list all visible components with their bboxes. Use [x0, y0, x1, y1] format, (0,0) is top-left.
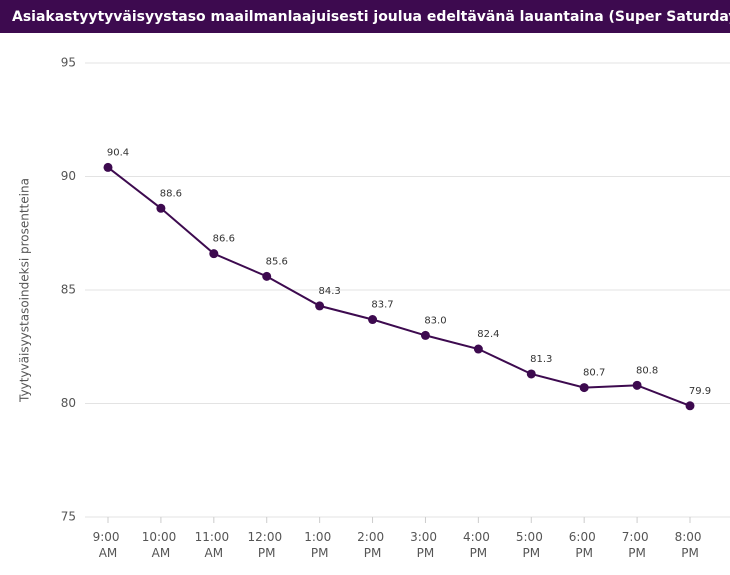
y-tick-label: 95	[61, 56, 76, 70]
x-tick-label: 8:00 PM	[675, 530, 706, 560]
x-tick-label: 1:00 PM	[304, 530, 335, 560]
value-label: 86.6	[213, 234, 235, 245]
title-bar	[0, 0, 730, 33]
value-label: 82.4	[477, 329, 499, 340]
point	[315, 301, 325, 311]
x-tick-label: 6:00 PM	[569, 530, 600, 560]
value-label: 85.6	[266, 256, 288, 267]
value-label: 79.9	[689, 386, 711, 397]
point	[103, 162, 113, 172]
x-tick-label: 9:00 AM	[93, 530, 124, 560]
x-tick-label: 10:00 AM	[142, 530, 180, 560]
x-tick-label: 3:00 PM	[410, 530, 441, 560]
point	[685, 401, 695, 411]
value-label: 90.4	[107, 147, 129, 158]
point	[579, 383, 589, 393]
chart-title: Asiakastyytyväisyystaso maailmanlaajuise…	[12, 9, 730, 25]
x-tick-label: 7:00 PM	[622, 530, 653, 560]
point	[262, 271, 272, 281]
value-label: 80.8	[636, 365, 658, 376]
value-label: 88.6	[160, 188, 182, 199]
y-tick-label: 80	[61, 396, 76, 410]
point	[526, 369, 536, 379]
value-label: 83.0	[424, 315, 446, 326]
value-label: 83.7	[371, 300, 393, 311]
x-tick-label: 5:00 PM	[516, 530, 547, 560]
value-label: 84.3	[319, 286, 341, 297]
line	[107, 166, 691, 407]
point	[368, 315, 378, 325]
value-label: 80.7	[583, 368, 605, 379]
value-label: 81.3	[530, 354, 552, 365]
point	[473, 344, 483, 354]
y-tick-label: 75	[61, 510, 76, 524]
y-tick-label: 85	[61, 283, 76, 297]
point	[420, 330, 430, 340]
y-axis-label: Tyytyväisyystasoindeksi prosentteina	[18, 178, 32, 403]
point	[209, 249, 219, 259]
point	[156, 203, 166, 213]
x-tick-label: 11:00 AM	[195, 530, 233, 560]
x-tick-label: 4:00 PM	[463, 530, 494, 560]
point	[632, 380, 642, 390]
x-tick-label: 12:00 PM	[248, 530, 286, 560]
x-tick-label: 2:00 PM	[357, 530, 388, 560]
y-tick-label: 90	[61, 169, 76, 183]
